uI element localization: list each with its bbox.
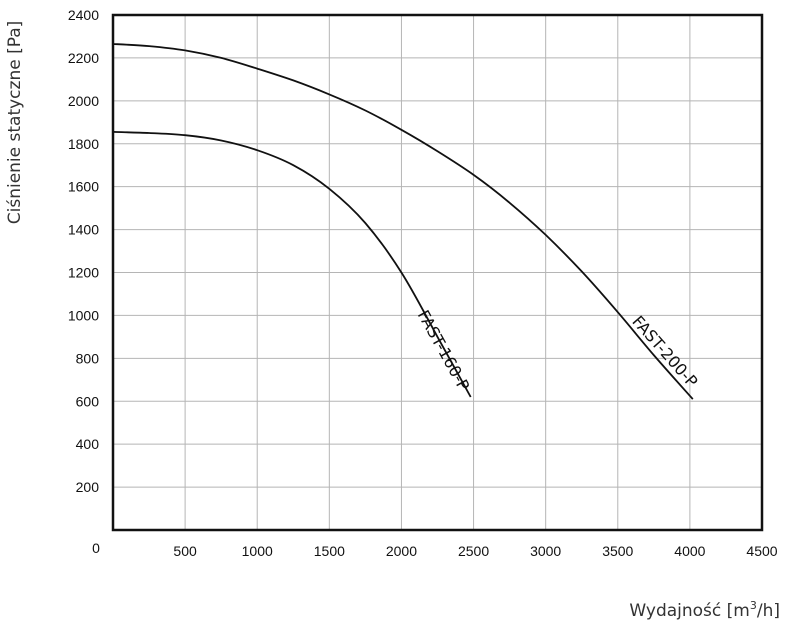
grid: [113, 15, 762, 530]
y-tick-label: 1800: [68, 136, 99, 152]
x-axis-label: Wydajność [m3/h]: [629, 599, 780, 621]
y-tick-label: 400: [76, 436, 100, 452]
x-tick-label: 4000: [674, 543, 705, 559]
x-axis-label-main: Wydajność [m: [629, 601, 749, 621]
x-tick-label: 500: [173, 543, 197, 559]
plot-frame: [111, 13, 764, 532]
y-axis-label: Ciśnienie statyczne [Pa]: [5, 21, 25, 225]
y-tick-label: 1200: [68, 265, 99, 281]
x-tick-label: 1500: [314, 543, 345, 559]
x-tick-label: 2000: [386, 543, 417, 559]
y-tick-label: 600: [76, 393, 100, 409]
x-tick-label: 4500: [746, 543, 777, 559]
y-tick-labels: 200 400 600 800 1000 1200 1400 1600 1800 2000 2200…: [68, 7, 99, 495]
series-line-1: [112, 131, 472, 398]
series-label: FAST-160-P: [414, 307, 474, 394]
x-tick-label: 3000: [530, 543, 561, 559]
x-axis-label-superscript: 3: [750, 599, 757, 612]
series-line-2: [112, 43, 694, 400]
y-tick-label: 200: [76, 479, 100, 495]
x-axis-label-tail: /h]: [757, 601, 780, 621]
y-tick-label: 1000: [68, 307, 99, 323]
series-label: FAST-200-P: [628, 312, 701, 391]
y-tick-label: 2000: [68, 93, 99, 109]
x-tick-label: 3500: [602, 543, 633, 559]
y-tick-label: 1600: [68, 179, 99, 195]
y-tick-label: 800: [76, 350, 100, 366]
series-labels: FAST-160-P FAST-200-P: [414, 307, 702, 394]
y-tick-label: 1400: [68, 222, 99, 238]
series-group: [112, 43, 694, 400]
y-tick-label: 2200: [68, 50, 99, 66]
origin-tick-label: 0: [92, 540, 100, 556]
x-tick-labels: 500 1000 1500 2000 2500 3000 3500 4000 4500: [173, 543, 777, 559]
x-tick-label: 1000: [242, 543, 273, 559]
y-tick-label: 2400: [68, 7, 99, 23]
x-tick-label: 2500: [458, 543, 489, 559]
